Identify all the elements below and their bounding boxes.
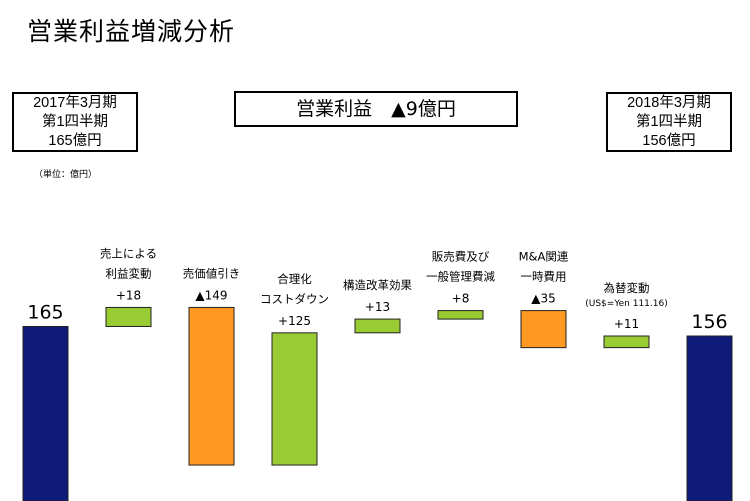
bar-fx [603,335,650,349]
bar-rationalization [271,332,318,466]
end-quarter-label: 第1四半期 [635,114,703,130]
category-label-rationalization: コストダウン [260,292,329,306]
value-label-rationalization: +125 [278,314,311,328]
value-label-end: 156 [691,311,727,333]
bar-end [686,335,733,501]
bar-cogs [188,306,235,466]
value-label-start: 165 [27,301,63,323]
bar-restructuring [354,318,401,334]
category-label-ma: 一時費用 [521,270,567,284]
start-period-label: 2017年3月期 [33,95,117,111]
category-label-fx: 為替変動 [604,281,650,295]
page-title: 営業利益増減分析 [27,17,236,46]
category-label-restructuring: 構造改革効果 [343,278,412,292]
value-label-fx: +11 [614,317,639,331]
bar-ma [520,310,567,349]
headline-text: 営業利益 ▲9億円 [296,98,456,120]
headline-box: 営業利益 ▲9億円 [234,91,518,127]
start-quarter-label: 第1四半期 [41,114,109,130]
end-period-box: 2018年3月期 第1四半期 156億円 [606,92,732,152]
bar-start [22,325,69,501]
unit-note: （単位：億円） [34,170,98,180]
value-label-ma: ▲35 [531,292,556,306]
value-label-sga: +8 [452,292,470,306]
category-label-ma: M&A関連 [519,250,569,264]
value-label-cogs: ▲149 [195,288,227,302]
category-label-rationalization: 合理化 [277,272,312,286]
value-label-restructuring: +13 [365,300,390,314]
start-amount-label: 165億円 [48,133,102,149]
category-label-sga: 一般管理費減 [426,270,495,284]
end-period-label: 2018年3月期 [627,95,711,111]
start-period-box: 2017年3月期 第1四半期 165億円 [12,92,138,152]
bar-sales [105,306,152,327]
category-label-sga: 販売費及び [432,250,490,264]
category-label-cogs: 売価値引き [183,266,241,280]
category-label-fx: (US$=Yen 111.16) [585,299,668,309]
bar-sga [437,310,484,320]
category-label-sales: 売上による [100,246,157,260]
category-label-sales: 利益変動 [106,266,152,280]
end-amount-label: 156億円 [642,133,696,149]
value-label-sales: +18 [116,288,141,302]
